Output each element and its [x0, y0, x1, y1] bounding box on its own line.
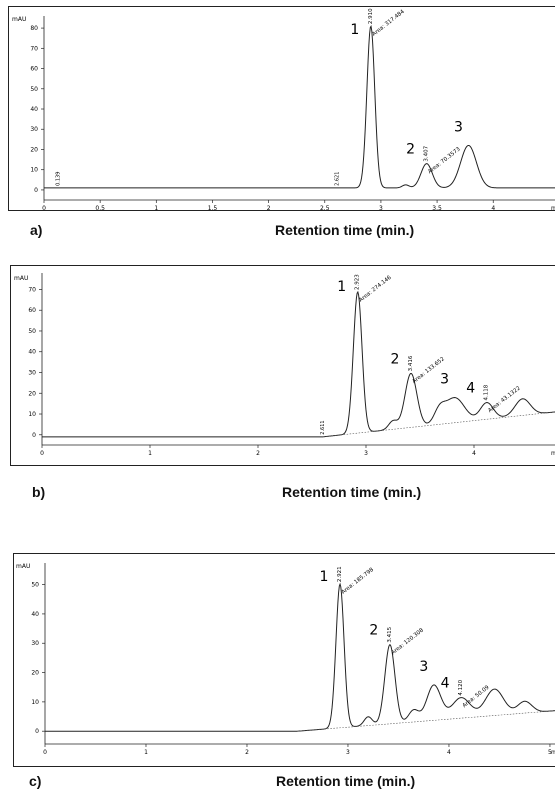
y-tick-label-c: 50 — [31, 582, 39, 589]
peak-area-label-c: Area: 120.308 — [390, 627, 425, 656]
y-tick-label-a: 70 — [30, 45, 38, 52]
peak-rt-label-b: 4.118 — [484, 384, 490, 400]
peak-number-c: 1 — [320, 569, 329, 585]
x-tick-label-c: 1 — [144, 749, 148, 756]
y-tick-label-a: 60 — [30, 66, 38, 73]
x-tick-label-c: 0 — [43, 749, 47, 756]
y-tick-label-c: 40 — [31, 611, 39, 618]
peak-number-b: 2 — [390, 351, 399, 367]
x-tick-label-c: 2 — [245, 749, 249, 756]
y-unit-c: mAU — [16, 563, 30, 570]
y-unit-b: mAU — [14, 275, 28, 282]
y-tick-label-a: 50 — [30, 86, 38, 93]
x-tick-label-b: 4 — [472, 450, 476, 457]
x-tick-label-c: 4 — [447, 749, 451, 756]
peak-rt-label-a: 3.407 — [424, 145, 430, 161]
x-tick-label-b: 2 — [256, 450, 260, 457]
peak-rt-label-b: 2.923 — [355, 274, 361, 290]
y-tick-label-a: 40 — [30, 106, 38, 113]
y-tick-label-c: 20 — [31, 670, 39, 677]
chromatogram-a: mAU 0 10 20 30 40 50 60 70 80 0 0.5 1 1.5 2 2.5 3 3.5 4 mi… — [8, 6, 555, 211]
x-tick-label-b: 3 — [364, 450, 368, 457]
x-tick-label-a: 1.5 — [208, 205, 218, 211]
peak-number-b: 1 — [337, 279, 346, 295]
y-tick-label-b: 30 — [28, 369, 36, 376]
peak-rt-label-c: 2.921 — [337, 566, 343, 582]
x-axis-title-b: Retention time (min.) — [282, 484, 422, 500]
peak-number-c: 2 — [369, 623, 378, 639]
rt-marker-label-a: 0.139 — [56, 172, 62, 186]
chromatogram-b: mAU 01020304050607001234min2.6112.923Are… — [10, 265, 555, 466]
peak-area-label-b: Area: 274.146 — [358, 274, 393, 303]
peak-rt-label-a: 2.910 — [368, 8, 374, 24]
x-tick-label-a: 2.5 — [320, 205, 330, 211]
y-tick-label-a: 0 — [34, 187, 38, 194]
peak-rt-label-c: 4.120 — [458, 679, 464, 695]
plot-content-a: 0 10 20 30 40 50 60 70 80 0 0.5 1 1.5 2 2.5 3 3.5 4 min 0.1… — [30, 8, 555, 211]
peak-rt-label-c: 3.415 — [387, 626, 393, 642]
signal-trace-b — [42, 290, 555, 438]
x-tick-label-a: 2 — [267, 205, 271, 211]
plot-border-c — [13, 553, 555, 767]
y-tick-label-b: 70 — [28, 286, 36, 293]
panel-label-c: c) — [29, 773, 42, 789]
peak-number-a: 3 — [454, 119, 463, 135]
x-tick-label-c: 3 — [346, 749, 350, 756]
peak-area-label-c: Area: 185.798 — [341, 567, 376, 596]
y-tick-label-a: 10 — [30, 167, 38, 174]
panel-label-b: b) — [32, 484, 46, 500]
x-tick-label-c: 5 — [548, 749, 552, 756]
y-tick-label-b: 40 — [28, 349, 36, 356]
y-tick-label-b: 0 — [32, 432, 36, 439]
x-tick-label-a: 4 — [491, 205, 495, 211]
peak-area-label-a: Area: 70.3573 — [427, 146, 462, 175]
y-tick-label-b: 50 — [28, 328, 36, 335]
x-unit-c: min — [551, 749, 555, 756]
x-tick-label-a: 3.5 — [432, 205, 442, 211]
y-tick-label-c: 10 — [31, 699, 39, 706]
x-tick-label-b: 1 — [148, 450, 152, 457]
y-tick-label-b: 10 — [28, 411, 36, 418]
x-tick-label-b: 0 — [40, 450, 44, 457]
y-tick-label-a: 30 — [30, 126, 38, 133]
x-unit-a: min — [551, 205, 555, 211]
x-unit-b: min — [551, 450, 555, 457]
plot-border-a — [8, 6, 555, 211]
peak-area-label-b: Area: 43.1322 — [487, 385, 521, 414]
y-tick-label-b: 60 — [28, 307, 36, 314]
peak-number-c: 3 — [419, 659, 428, 675]
peak-number-b: 3 — [440, 372, 449, 388]
integration-baseline-b — [322, 411, 555, 438]
plot-border-b — [10, 265, 555, 466]
y-tick-label-b: 20 — [28, 390, 36, 397]
peak-number-c: 4 — [441, 676, 450, 692]
peak-number-b: 4 — [466, 381, 475, 397]
x-tick-label-a: 3 — [379, 205, 383, 211]
panel-label-a: a) — [30, 222, 43, 238]
y-tick-label-c: 0 — [35, 728, 39, 735]
peak-number-a: 2 — [406, 142, 415, 158]
x-tick-label-a: 0.5 — [95, 205, 105, 211]
peak-number-a: 1 — [350, 22, 359, 38]
y-tick-label-a: 80 — [30, 25, 38, 32]
peak-rt-label-b: 3.416 — [408, 355, 414, 371]
y-tick-label-a: 20 — [30, 146, 38, 153]
signal-trace-c — [45, 582, 555, 732]
x-tick-label-a: 1 — [154, 205, 158, 211]
rt-marker-label-a: 2.621 — [334, 172, 340, 186]
rt-marker-label-b: 2.611 — [320, 420, 326, 434]
x-tick-label-a: 0 — [42, 205, 46, 211]
y-unit-a: mAU — [12, 16, 26, 23]
peak-area-label-a: Area: 317.484 — [371, 9, 406, 38]
signal-trace-a — [44, 25, 555, 189]
y-tick-label-c: 30 — [31, 640, 39, 647]
integration-baseline-c — [297, 710, 555, 732]
x-axis-title-a: Retention time (min.) — [275, 222, 415, 238]
x-axis-title-c: Retention time (min.) — [276, 773, 416, 789]
